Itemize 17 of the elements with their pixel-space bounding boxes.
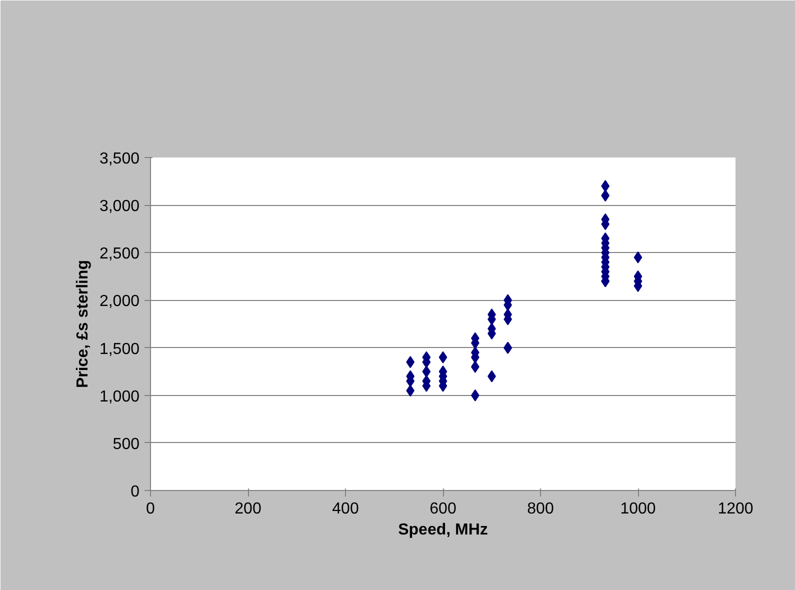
y-tick-label: 500 — [112, 436, 140, 453]
y-tick-label: 3,500 — [99, 150, 140, 168]
x-tick-label: 200 — [234, 500, 262, 518]
x-tick-label: 400 — [332, 500, 359, 518]
y-axis-title: Price, £s sterling — [74, 260, 92, 388]
y-tick-label: 1,000 — [99, 388, 140, 406]
y-tick-label: 2,500 — [99, 246, 140, 263]
x-tick-label: 0 — [146, 500, 156, 518]
y-tick-label: 0 — [130, 484, 140, 500]
y-tick-label: 2,000 — [99, 293, 140, 310]
x-tick-label: 1200 — [718, 500, 754, 518]
x-axis-title: Speed, MHz — [398, 522, 488, 538]
y-tick-label: 1,500 — [99, 340, 140, 358]
x-tick-label: 1000 — [620, 500, 656, 518]
y-tick-label: 3,000 — [99, 198, 140, 216]
x-tick-label: 800 — [527, 500, 554, 518]
x-tick-label: 600 — [430, 500, 456, 518]
